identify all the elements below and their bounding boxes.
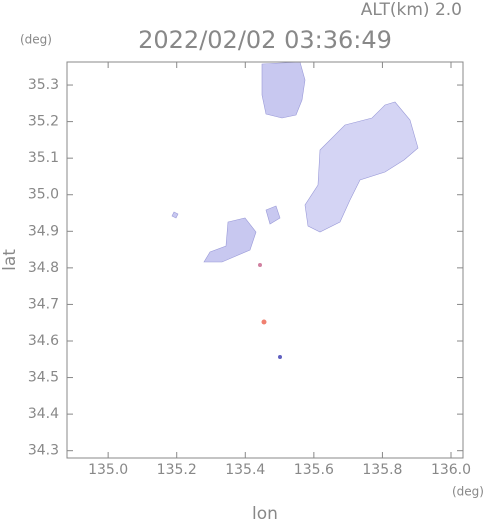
x-axis-label: lon [252,504,278,521]
echo-areas [171,61,419,359]
y-tick-label: 34.7 [28,296,59,312]
x-tick-label: 135.6 [294,462,334,478]
y-tick-label: 34.5 [28,370,59,386]
y-tick-label: 35.0 [28,187,59,203]
y-tick-label: 34.4 [28,406,59,422]
x-tick-label: 135.8 [362,462,402,478]
echo-spot [261,319,267,325]
x-tick-label: 135.2 [157,462,197,478]
y-tick-label: 34.9 [28,223,59,239]
y-tick-label: 34.8 [28,260,59,276]
echo-spot [278,355,282,359]
echo-area [265,205,281,225]
y-axis-label: lat [0,249,20,271]
y-tick-label: 35.3 [28,77,59,93]
echo-area [261,61,306,119]
x-tick-label: 135.0 [88,462,128,478]
echo-spot [258,263,262,267]
chart-title: 2022/02/02 03:36:49 [138,26,392,54]
x-tick-label: 135.4 [225,462,265,478]
y-tick-label: 34.6 [28,333,59,349]
y-tick-label: 35.1 [28,150,59,166]
echo-area [203,217,257,263]
y-unit: (deg) [20,33,52,47]
x-tick-label: 136.0 [431,462,471,478]
echo-area [171,211,179,219]
x-unit: (deg) [452,485,484,499]
altitude-label: ALT(km) 2.0 [361,0,462,20]
y-tick-label: 35.2 [28,114,59,130]
y-tick-label: 34.3 [28,443,59,459]
plot-frame [66,61,464,459]
echo-area [304,101,419,233]
